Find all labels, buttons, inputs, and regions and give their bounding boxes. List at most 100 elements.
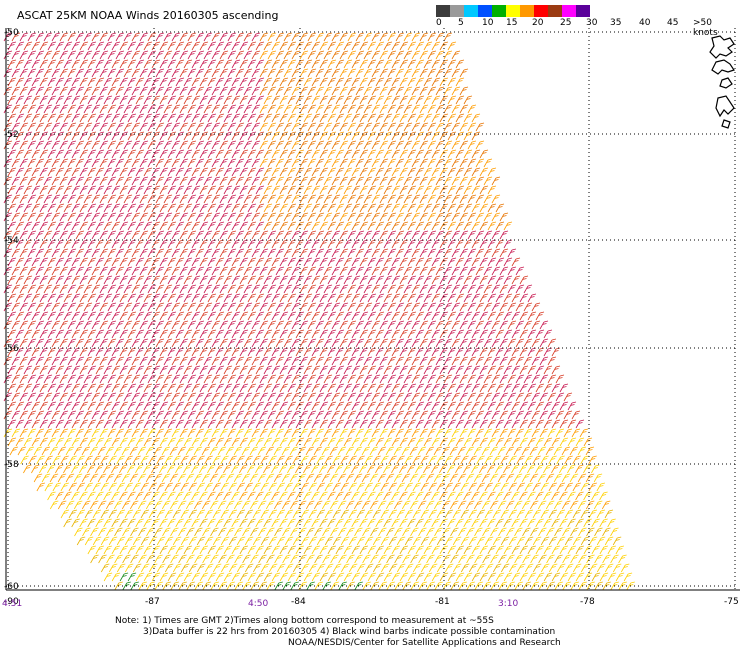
wind-barb [427,266,437,276]
wind-barb [283,50,293,60]
wind-barb [7,257,17,267]
wind-barb [375,59,385,69]
wind-barb [347,374,357,384]
wind-barb [103,518,112,528]
wind-barb [143,203,153,213]
wind-barb [434,527,443,537]
wind-barb [327,545,336,555]
wind-barb [211,104,221,114]
wind-barb [343,464,352,474]
wind-barb [268,536,278,546]
wind-barb [443,356,453,366]
wind-barb [215,401,225,411]
wind-barb [267,212,277,222]
wind-barb [191,365,201,375]
wind-barb [139,266,149,276]
wind-barb [243,230,253,240]
wind-barb [367,185,377,195]
wind-barb [435,32,445,42]
wind-barb [155,320,165,330]
wind-barb [201,473,211,483]
wind-barb [211,230,221,240]
wind-barb [539,356,549,366]
wind-barb [543,329,553,339]
wind-barb [139,68,149,78]
wind-barb [327,185,337,195]
wind-barb [363,302,373,312]
wind-barb [239,239,249,249]
wind-barb [196,455,205,465]
wind-barb [402,527,411,537]
wind-barb [163,212,173,222]
wind-barb [475,158,485,168]
wind-barb [455,329,465,339]
wind-barb [23,113,33,123]
wind-barb [471,437,481,447]
wind-barb [127,572,137,582]
wind-barb [495,347,505,357]
wind-barb [239,131,249,141]
wind-barb [143,518,152,528]
wind-barb [275,50,285,60]
wind-barb [423,419,433,429]
wind-barb [287,572,297,582]
wind-barb [31,113,41,123]
wind-barb [467,176,477,186]
wind-barb [315,248,325,258]
wind-barb [215,77,225,87]
wind-barb [275,338,285,348]
wind-barb [419,320,429,330]
wind-barb [263,545,272,555]
wind-barb [79,221,89,231]
wind-barb [231,365,241,375]
wind-barb [271,185,281,195]
wind-barb [223,365,233,375]
wind-barb [327,77,337,87]
wind-barb [588,563,598,573]
legend-label: 40 [639,18,651,28]
wind-barb [299,104,309,114]
wind-barb [275,68,285,78]
wind-barb [562,554,571,564]
wind-barb [131,158,141,168]
wind-barb [507,266,517,276]
wind-barb [147,50,157,60]
wind-barb [51,194,61,204]
wind-barb [580,455,589,465]
wind-barb [67,68,77,78]
wind-barb [299,176,309,186]
wind-barb [507,410,517,420]
wind-barb [435,122,445,132]
wind-barb [223,113,233,123]
wind-barb [115,302,125,312]
wind-barb [259,68,269,78]
wind-barb [307,50,317,60]
wind-barb [495,329,505,339]
wind-barb [223,464,232,474]
wind-barb [211,50,221,60]
wind-barb [251,194,261,204]
wind-barb [499,356,509,366]
wind-barb [471,401,481,411]
wind-barb [91,50,101,60]
wind-barb [132,455,141,465]
wind-barb [263,293,273,303]
wind-barb [323,68,333,78]
wind-barb [11,158,21,168]
wind-barb [103,491,112,501]
wind-barb [63,221,73,231]
wind-barb [375,383,385,393]
wind-barb [279,329,289,339]
wind-barb [531,302,541,312]
wind-barb [199,185,209,195]
wind-barb [327,257,337,267]
wind-barb [387,338,397,348]
wind-barb [151,113,161,123]
wind-barb [308,563,318,573]
wind-barb [131,230,141,240]
wind-barb [63,59,73,69]
wind-barb [135,275,145,285]
wind-barb [303,203,313,213]
wind-barb [335,131,345,141]
wind-barb [127,257,137,267]
